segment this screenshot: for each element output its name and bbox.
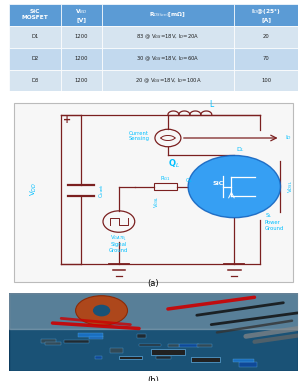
- Bar: [151, 349, 185, 355]
- Text: R$_{G1}$: R$_{G1}$: [160, 174, 170, 183]
- Text: 20 @ V$_{GS}$=18V, I$_{D}$=100A: 20 @ V$_{GS}$=18V, I$_{D}$=100A: [134, 76, 201, 85]
- Bar: [41, 339, 56, 343]
- Ellipse shape: [76, 296, 127, 325]
- Text: 20: 20: [263, 34, 270, 39]
- Bar: [154, 183, 177, 190]
- Text: D2: D2: [32, 56, 39, 61]
- Bar: [234, 70, 298, 91]
- Bar: [61, 48, 102, 70]
- Bar: [102, 48, 234, 70]
- Bar: [61, 4, 102, 26]
- Ellipse shape: [93, 305, 110, 316]
- Bar: [9, 70, 61, 91]
- Bar: [119, 355, 142, 359]
- Text: I$_D$: I$_D$: [285, 134, 292, 142]
- Bar: [61, 26, 102, 48]
- Bar: [156, 356, 171, 359]
- Text: 100: 100: [261, 78, 271, 83]
- Circle shape: [188, 155, 281, 218]
- Text: Q$_L$: Q$_L$: [168, 157, 180, 170]
- Bar: [191, 357, 220, 362]
- Bar: [234, 4, 298, 26]
- Text: G$_L$: G$_L$: [185, 176, 194, 185]
- Text: SiC
MOSFET: SiC MOSFET: [22, 10, 49, 20]
- Text: (a): (a): [148, 279, 159, 288]
- Bar: [137, 334, 146, 338]
- Text: D3: D3: [32, 78, 39, 83]
- Text: V$_{GSL}$: V$_{GSL}$: [152, 196, 161, 208]
- Bar: [239, 362, 257, 367]
- Text: S$_L$: S$_L$: [265, 211, 272, 220]
- Text: D1: D1: [32, 34, 39, 39]
- Bar: [110, 349, 123, 353]
- Bar: [179, 344, 199, 347]
- Bar: [102, 70, 234, 91]
- Text: D$_L$: D$_L$: [235, 145, 245, 154]
- Bar: [234, 26, 298, 48]
- Bar: [139, 344, 161, 346]
- Text: (b): (b): [148, 376, 159, 381]
- Text: 30 @ V$_{GS}$=18V, I$_{D}$=60A: 30 @ V$_{GS}$=18V, I$_{D}$=60A: [136, 54, 200, 63]
- Text: V$_{DD}$: V$_{DD}$: [29, 181, 39, 195]
- Bar: [45, 342, 61, 346]
- Text: V$_{GATE_L}$: V$_{GATE_L}$: [111, 233, 127, 243]
- Text: 1200: 1200: [75, 56, 88, 61]
- Bar: [9, 48, 61, 70]
- Text: 70: 70: [263, 56, 270, 61]
- Text: 83 @ V$_{GS}$=18V, I$_{D}$=20A: 83 @ V$_{GS}$=18V, I$_{D}$=20A: [136, 32, 200, 41]
- Bar: [64, 340, 88, 343]
- Bar: [168, 344, 179, 347]
- Text: V$_{DSL}$: V$_{DSL}$: [286, 180, 295, 193]
- Text: 1200: 1200: [75, 78, 88, 83]
- Text: V$_{BD}$
[V]: V$_{BD}$ [V]: [75, 7, 87, 22]
- Bar: [95, 357, 102, 359]
- Text: L: L: [209, 101, 213, 109]
- Bar: [197, 344, 212, 347]
- Bar: [89, 336, 103, 339]
- Text: Power
Ground: Power Ground: [265, 220, 284, 231]
- Bar: [102, 26, 234, 48]
- Bar: [9, 26, 61, 48]
- Text: Signal
Ground: Signal Ground: [109, 242, 129, 253]
- Text: 1200: 1200: [75, 34, 88, 39]
- Bar: [102, 4, 234, 26]
- Bar: [9, 4, 61, 26]
- Bar: [234, 48, 298, 70]
- Bar: [78, 333, 103, 338]
- Text: I$_{D}$@(25°)
[A]: I$_{D}$@(25°) [A]: [251, 7, 281, 22]
- Text: C$_{bank}$: C$_{bank}$: [97, 183, 106, 198]
- Text: R$_{DS(on)}$[mΩ]: R$_{DS(on)}$[mΩ]: [150, 11, 186, 19]
- Text: Current
Sensing: Current Sensing: [129, 131, 150, 141]
- Bar: [233, 359, 254, 362]
- Bar: [61, 70, 102, 91]
- Text: +: +: [63, 115, 71, 125]
- Text: SiC: SiC: [213, 181, 224, 186]
